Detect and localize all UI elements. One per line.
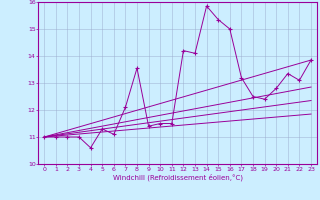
X-axis label: Windchill (Refroidissement éolien,°C): Windchill (Refroidissement éolien,°C) <box>113 173 243 181</box>
